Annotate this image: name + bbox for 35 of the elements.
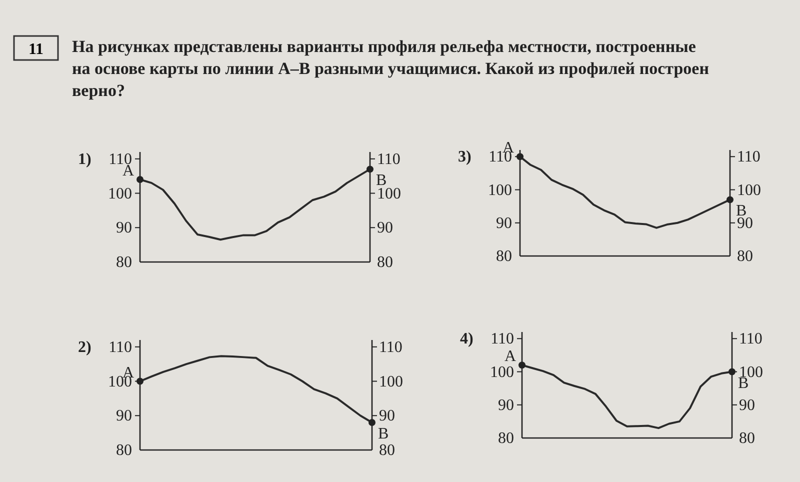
- y2-tick-label: 110: [377, 150, 400, 168]
- text: 11: [28, 41, 44, 58]
- y2-tick-label: 100: [737, 182, 761, 199]
- text: На рисунках представлены варианты профиля рельефа местности, построенные на основе карты по линии А–В разными учащимися. Какой из профилей построен верно?: [72, 37, 710, 100]
- y-tick-label: 90: [496, 214, 512, 232]
- y2-tick-label: 80: [737, 248, 753, 265]
- y-tick-label: 110: [490, 330, 514, 348]
- y-tick-label: 90: [498, 396, 514, 414]
- y2-tick-label: 110: [737, 148, 760, 166]
- chart-title: 1): [78, 150, 92, 168]
- y-tick-label: 80: [496, 248, 512, 265]
- y-tick-label: 100: [108, 185, 132, 202]
- y-tick-label: 100: [488, 182, 512, 199]
- y-tick-label: 80: [116, 254, 132, 271]
- y-tick-label: 80: [498, 430, 514, 447]
- y-tick-label: 90: [116, 408, 132, 425]
- y2-tick-label: 80: [377, 254, 393, 271]
- chart-title: 4): [460, 330, 474, 348]
- y2-tick-label: 90: [739, 396, 755, 414]
- y2-tick-label: 100: [379, 373, 403, 390]
- chart-title: 3): [458, 148, 472, 166]
- chart-title: 2): [78, 338, 92, 356]
- y-tick-label: 80: [116, 442, 132, 459]
- y-tick-label: 90: [116, 220, 132, 237]
- y2-tick-label: 80: [739, 430, 755, 447]
- y2-tick-label: 90: [379, 408, 395, 425]
- y2-tick-label: 110: [739, 330, 762, 348]
- y-tick-label: 110: [108, 338, 132, 356]
- text: A: [504, 348, 516, 366]
- y2-tick-label: 90: [737, 214, 753, 232]
- y2-tick-label: 110: [379, 338, 402, 356]
- text: B: [378, 426, 389, 442]
- y2-tick-label: 80: [379, 442, 395, 459]
- y2-tick-label: 90: [377, 220, 393, 237]
- y-tick-label: 100: [490, 364, 514, 381]
